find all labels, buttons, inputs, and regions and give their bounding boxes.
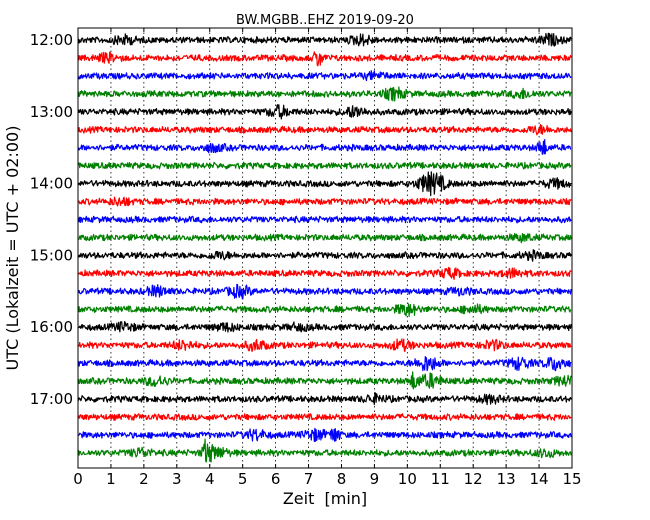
x-tick-labels: 0 1 2 3 4 5 6 7 8 9 10 11 12 13 14 15 (73, 470, 581, 488)
trace-1300 (77, 104, 572, 120)
trace-1630 (77, 356, 572, 372)
trace-1545 (77, 303, 572, 317)
x-tick-label: 2 (139, 470, 149, 488)
trace-1200 (77, 32, 572, 47)
trace-1715 (77, 413, 572, 421)
x-tick-label: 3 (172, 470, 182, 488)
x-tick-label: 15 (562, 470, 581, 488)
x-tick-label: 8 (337, 470, 347, 488)
trace-1245 (77, 86, 572, 102)
x-axis-label: Zeit [min] (283, 489, 367, 508)
trace-1430 (77, 215, 572, 224)
x-tick-label: 12 (464, 470, 483, 488)
y-tick-label: 13:00 (30, 103, 73, 121)
trace-1315 (77, 124, 572, 136)
trace-1400 (77, 171, 572, 197)
y-tick-label: 12:00 (30, 31, 73, 49)
y-tick-labels: 12:00 13:00 14:00 15:00 16:00 17:00 (30, 31, 73, 408)
y-axis-label: UTC (Lokalzeit = UTC + 02:00) (3, 126, 22, 371)
x-tick-label: 4 (205, 470, 215, 488)
x-tick-label: 5 (238, 470, 248, 488)
trace-1600 (78, 321, 572, 333)
x-tick-label: 13 (497, 470, 516, 488)
chart-title: BW.MGBB..EHZ 2019-09-20 (236, 13, 414, 28)
y-tick-label: 15:00 (30, 246, 73, 264)
x-tick-label: 6 (271, 470, 281, 488)
y-tick-label: 17:00 (30, 390, 73, 408)
y-tick-label: 14:00 (30, 175, 73, 193)
trace-1345 (77, 161, 572, 170)
plot-frame (77, 27, 573, 469)
y-tick-label: 16:00 (30, 318, 73, 336)
trace-1415 (77, 196, 572, 207)
trace-1230 (77, 70, 572, 82)
traces-group (77, 32, 572, 463)
trace-1745 (77, 438, 572, 463)
trace-1645 (77, 371, 572, 390)
axis-ticks (77, 28, 573, 468)
x-tick-label: 1 (106, 470, 116, 488)
x-tick-label: 14 (530, 470, 549, 488)
trace-1730 (78, 427, 572, 443)
trace-1530 (77, 283, 572, 300)
vertical-grid (110, 28, 540, 468)
trace-1515 (77, 266, 572, 280)
trace-1330 (77, 139, 572, 155)
trace-1445 (78, 232, 572, 244)
x-tick-label: 0 (73, 470, 83, 488)
trace-1615 (77, 338, 572, 353)
trace-1500 (78, 249, 572, 262)
x-tick-label: 9 (370, 470, 380, 488)
x-tick-label: 11 (431, 470, 450, 488)
trace-1215 (77, 51, 572, 67)
x-tick-label: 10 (398, 470, 417, 488)
x-tick-label: 7 (304, 470, 314, 488)
trace-1700 (77, 392, 572, 406)
